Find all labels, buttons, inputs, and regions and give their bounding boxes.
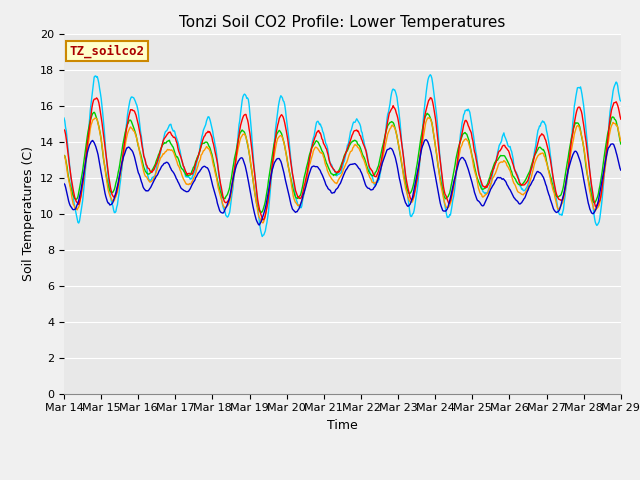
Y-axis label: Soil Temperatures (C): Soil Temperatures (C) [22, 146, 35, 281]
Title: Tonzi Soil CO2 Profile: Lower Temperatures: Tonzi Soil CO2 Profile: Lower Temperatur… [179, 15, 506, 30]
X-axis label: Time: Time [327, 419, 358, 432]
Legend: Open -8cm, Tree -8cm, Open -16cm, Tree -16cm, Tree2 -8cm: Open -8cm, Tree -8cm, Open -16cm, Tree -… [70, 477, 615, 480]
Text: TZ_soilco2: TZ_soilco2 [70, 44, 145, 58]
